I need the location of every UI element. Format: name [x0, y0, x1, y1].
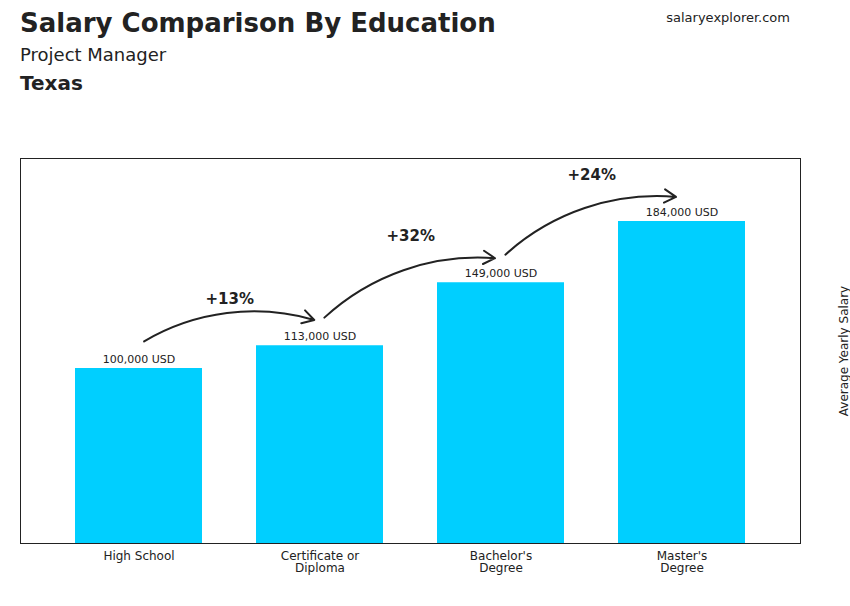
html-text:Texas: Texas: [20, 71, 83, 95]
svg-text:184,000 USD: 184,000 USD: [646, 206, 719, 219]
svg-text:High School: High School: [103, 549, 174, 563]
svg-text:Bachelor'sDegree: Bachelor'sDegree: [470, 549, 532, 575]
svg-text:+32%: +32%: [386, 227, 434, 245]
svg-text:+13%: +13%: [205, 290, 253, 308]
svg-text:149,000 USD: 149,000 USD: [465, 267, 538, 280]
svg-text:Average Yearly Salary: Average Yearly Salary: [837, 286, 850, 416]
html-text:Salary Comparison By Education: Salary Comparison By Education: [20, 8, 496, 38]
svg-text:+24%: +24%: [567, 166, 615, 184]
svg-text:100,000 USD: 100,000 USD: [103, 353, 176, 366]
svg-text:113,000 USD: 113,000 USD: [284, 330, 357, 343]
html-text:salaryexplorer.com: salaryexplorer.com: [666, 10, 790, 25]
svg-text:Master'sDegree: Master'sDegree: [657, 549, 708, 575]
svg-text:Certificate orDiploma: Certificate orDiploma: [281, 549, 359, 575]
html-text:Project Manager: Project Manager: [20, 44, 167, 65]
